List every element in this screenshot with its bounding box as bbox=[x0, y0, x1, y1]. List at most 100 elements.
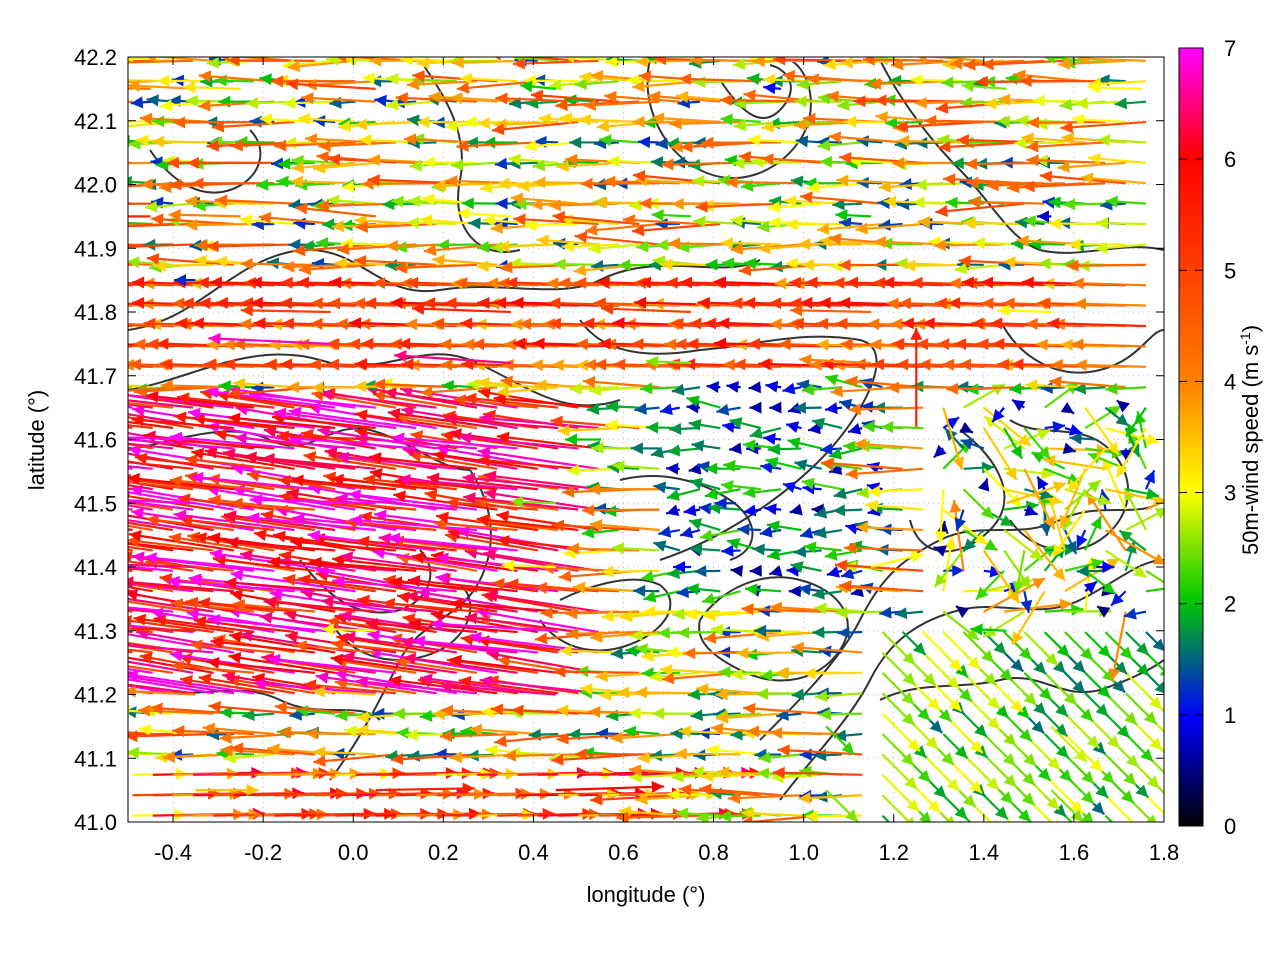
wind-arrow-head bbox=[546, 277, 559, 290]
wind-arrow bbox=[1095, 241, 1147, 254]
wind-arrow bbox=[1071, 277, 1147, 290]
wind-arrow-head bbox=[553, 665, 566, 678]
wind-arrow-head bbox=[133, 338, 146, 351]
wind-arrow-head bbox=[228, 651, 242, 664]
wind-arrow-head bbox=[756, 767, 770, 780]
wind-arrow-head bbox=[46, 159, 58, 171]
wind-arrow-head bbox=[228, 412, 241, 425]
wind-arrow bbox=[468, 631, 599, 654]
wind-arrow-head bbox=[901, 712, 915, 726]
wind-arrow bbox=[434, 518, 518, 532]
wind-arrow-head bbox=[880, 237, 893, 250]
wind-arrow-head bbox=[1095, 703, 1109, 717]
wind-arrow-head bbox=[758, 358, 771, 371]
wind-arrow bbox=[128, 524, 153, 532]
wind-arrow-head bbox=[340, 551, 354, 564]
wind-arrow-head bbox=[575, 338, 588, 351]
wind-arrow-shaft bbox=[372, 393, 457, 409]
wind-arrow bbox=[342, 651, 457, 674]
wind-arrow bbox=[552, 210, 640, 226]
wind-arrow bbox=[393, 490, 498, 511]
wind-arrow-head bbox=[239, 318, 252, 331]
wind-arrow-shaft bbox=[223, 513, 336, 532]
wind-arrow bbox=[1064, 557, 1121, 593]
wind-arrow bbox=[881, 753, 918, 790]
wind-arrow bbox=[942, 508, 988, 546]
wind-arrow-head bbox=[617, 686, 630, 699]
wind-arrow bbox=[1116, 399, 1130, 413]
wind-arrow-head bbox=[777, 744, 790, 757]
wind-arrow-head bbox=[369, 467, 383, 480]
wind-arrow bbox=[777, 744, 863, 757]
wind-arrow-shaft bbox=[128, 600, 194, 613]
wind-arrow-head bbox=[1054, 723, 1068, 737]
wind-arrow-head bbox=[1038, 687, 1052, 701]
wind-arrow bbox=[601, 565, 660, 578]
wind-arrow-head bbox=[749, 564, 762, 577]
wind-arrow-head bbox=[307, 530, 321, 542]
wind-arrow-head bbox=[757, 605, 771, 618]
wind-arrow-head bbox=[1048, 217, 1061, 230]
wind-arrow-head bbox=[882, 276, 895, 289]
wind-arrow-shaft bbox=[168, 535, 255, 552]
wind-arrow bbox=[1063, 198, 1106, 211]
wind-arrow-head bbox=[477, 376, 490, 389]
wind-arrow-head bbox=[669, 422, 682, 435]
wind-arrow-head bbox=[433, 179, 447, 192]
wind-arrow-head bbox=[143, 430, 156, 443]
wind-arrow bbox=[145, 390, 255, 409]
wind-arrow bbox=[903, 259, 964, 272]
wind-arrow-head bbox=[218, 380, 231, 393]
wind-arrow-head bbox=[222, 670, 236, 683]
wind-arrow bbox=[355, 676, 478, 695]
wind-arrow-head bbox=[839, 398, 853, 411]
wind-arrow-head bbox=[335, 709, 348, 722]
wind-arrow-head bbox=[1060, 338, 1073, 351]
wind-arrow-head bbox=[1159, 670, 1164, 677]
wind-arrow bbox=[703, 630, 782, 644]
wind-arrow bbox=[1059, 468, 1087, 529]
wind-arrow bbox=[743, 504, 762, 517]
wind-arrow bbox=[793, 401, 822, 414]
wind-arrow-head bbox=[213, 554, 226, 567]
wind-arrow-head bbox=[581, 526, 595, 539]
wind-arrow bbox=[210, 636, 316, 654]
wind-arrow-head bbox=[706, 381, 720, 394]
wind-arrow-head bbox=[899, 178, 912, 191]
wind-arrow bbox=[769, 565, 783, 577]
wind-arrow-head bbox=[530, 198, 543, 211]
wind-arrow-head bbox=[476, 240, 490, 253]
wind-arrow-head bbox=[948, 277, 961, 290]
wind-arrow bbox=[582, 504, 660, 517]
wind-arrow-shaft bbox=[407, 578, 518, 593]
wind-arrow-head bbox=[357, 535, 370, 548]
wind-arrow-head bbox=[524, 219, 537, 232]
wind-arrow-head bbox=[1065, 540, 1077, 554]
wind-arrow-head bbox=[411, 551, 425, 564]
wind-arrow-head bbox=[954, 338, 967, 351]
wind-arrow-head bbox=[514, 198, 527, 211]
wind-arrow bbox=[128, 521, 174, 532]
wind-arrow-head bbox=[394, 241, 408, 254]
wind-arrow-head bbox=[1003, 774, 1017, 787]
wind-arrow bbox=[855, 222, 924, 235]
wind-arrow-shaft bbox=[881, 794, 911, 822]
wind-arrow-head bbox=[933, 785, 947, 798]
wind-arrow-head bbox=[460, 317, 473, 330]
wind-arrow bbox=[894, 607, 924, 620]
wind-arrow bbox=[665, 504, 681, 516]
wind-arrow-head bbox=[749, 401, 762, 414]
wind-arrow-head bbox=[128, 256, 140, 269]
wind-arrow bbox=[678, 725, 741, 738]
wind-arrow-head bbox=[765, 457, 779, 469]
wind-arrow bbox=[230, 497, 316, 511]
wind-arrow bbox=[785, 421, 802, 433]
wind-arrow-head bbox=[392, 707, 405, 720]
wind-arrow bbox=[1115, 427, 1147, 478]
wind-arrow-head bbox=[58, 413, 71, 425]
wind-arrow bbox=[128, 600, 194, 613]
wind-arrow-head bbox=[389, 338, 402, 351]
wind-arrow bbox=[128, 648, 153, 654]
wind-arrow-head bbox=[903, 259, 916, 272]
wind-arrow bbox=[1003, 598, 1073, 613]
